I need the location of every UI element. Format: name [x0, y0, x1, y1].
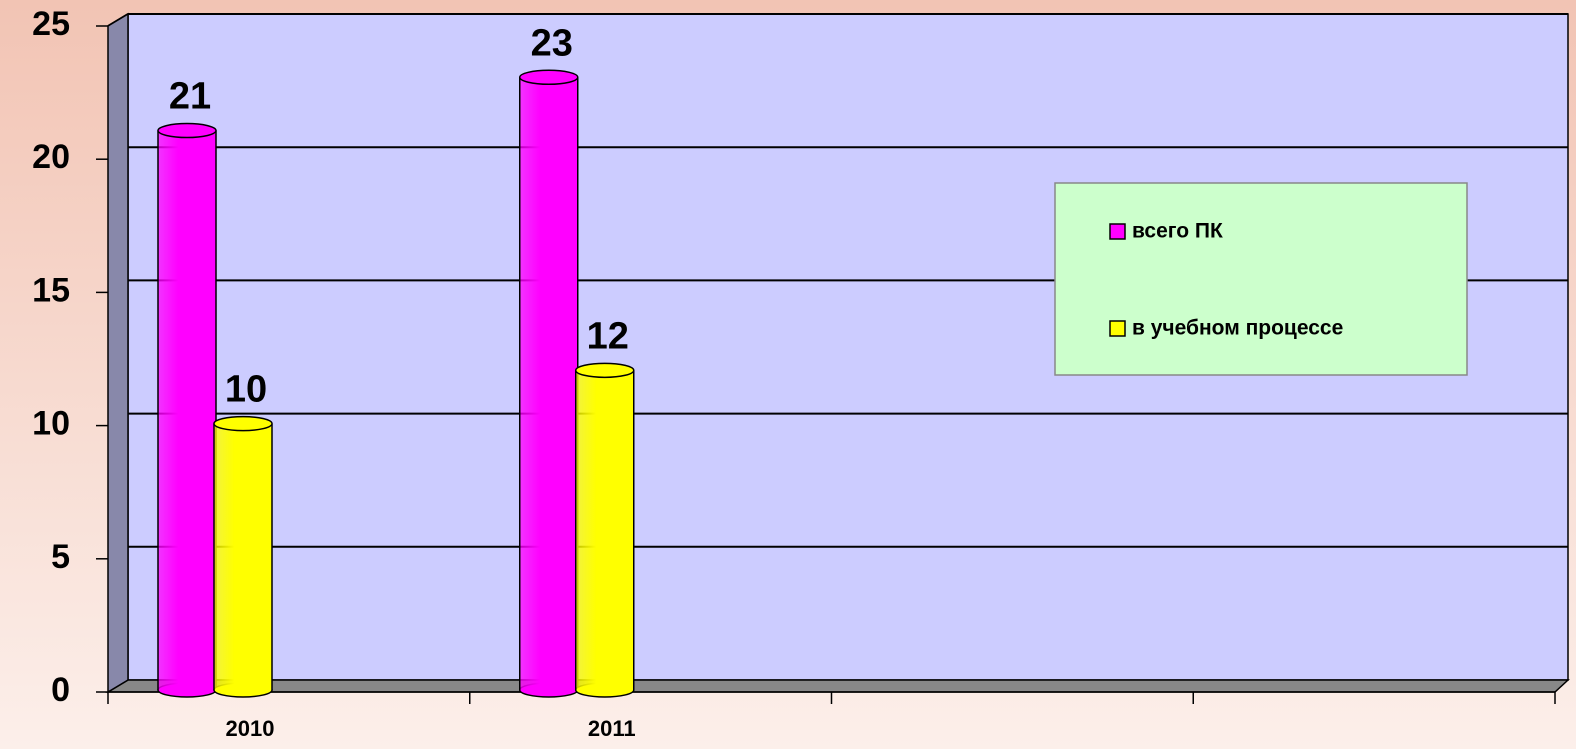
data-label: 12 [587, 315, 629, 357]
legend: всего ПК в учебном процессе [1054, 182, 1468, 376]
legend-label: в учебном процессе [1132, 317, 1343, 340]
bar-body [519, 77, 578, 690]
bar-body [158, 130, 216, 690]
data-label: 21 [169, 76, 211, 118]
bar-body [575, 370, 634, 690]
bar [213, 415, 273, 698]
legend-swatch [1109, 320, 1126, 337]
y-tick-label: 5 [51, 538, 70, 576]
data-label: 10 [225, 369, 267, 411]
bar-top [519, 69, 579, 86]
bar-top [213, 415, 273, 432]
x-tick-label: 2011 [588, 716, 636, 741]
bar-body [214, 423, 272, 690]
y-tick-label: 25 [32, 5, 70, 43]
legend-box [1054, 182, 1468, 376]
floor [105, 679, 1570, 693]
y-tick-label: 15 [32, 271, 70, 309]
legend-swatch [1109, 223, 1126, 240]
bar [519, 69, 579, 698]
y-tick-label: 20 [32, 138, 70, 176]
legend-label: всего ПК [1132, 220, 1223, 243]
bar [157, 122, 217, 698]
y-tick-label: 10 [32, 405, 70, 443]
x-tick-label: 2010 [226, 716, 275, 741]
bar-top [157, 122, 217, 139]
data-label: 23 [531, 22, 573, 64]
y-tick-label: 0 [51, 671, 70, 709]
bar [575, 362, 635, 698]
side-wall [107, 12, 129, 694]
bar-top [575, 362, 635, 379]
